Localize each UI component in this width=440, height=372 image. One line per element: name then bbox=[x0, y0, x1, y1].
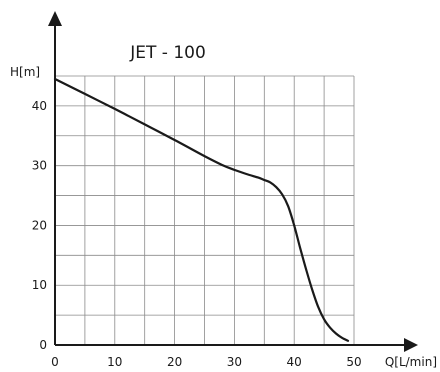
x-tick-label: 50 bbox=[346, 355, 361, 369]
x-axis-label: Q[L/min] bbox=[385, 355, 437, 369]
y-tick-label: 40 bbox=[32, 99, 47, 113]
tick-labels: 0 10 20 30 40 50 0 10 20 30 40 bbox=[32, 99, 362, 369]
x-tick-label: 20 bbox=[167, 355, 182, 369]
y-tick-label: 20 bbox=[32, 218, 47, 232]
y-tick-label: 10 bbox=[32, 278, 47, 292]
x-tick-label: 30 bbox=[227, 355, 242, 369]
y-axis-label: H[m] bbox=[10, 65, 40, 79]
y-axis-arrow-icon bbox=[48, 11, 62, 26]
chart-title: JET - 100 bbox=[129, 43, 206, 63]
grid bbox=[55, 75, 355, 345]
y-tick-label: 0 bbox=[39, 338, 47, 352]
series-lines bbox=[53, 77, 350, 342]
y-tick-label: 30 bbox=[32, 159, 47, 173]
axes bbox=[48, 11, 418, 352]
x-tick-label: 10 bbox=[107, 355, 122, 369]
x-axis-arrow-icon bbox=[404, 338, 418, 352]
x-tick-label: 40 bbox=[287, 355, 302, 369]
x-tick-label: 0 bbox=[51, 355, 59, 369]
series-line bbox=[53, 77, 350, 342]
